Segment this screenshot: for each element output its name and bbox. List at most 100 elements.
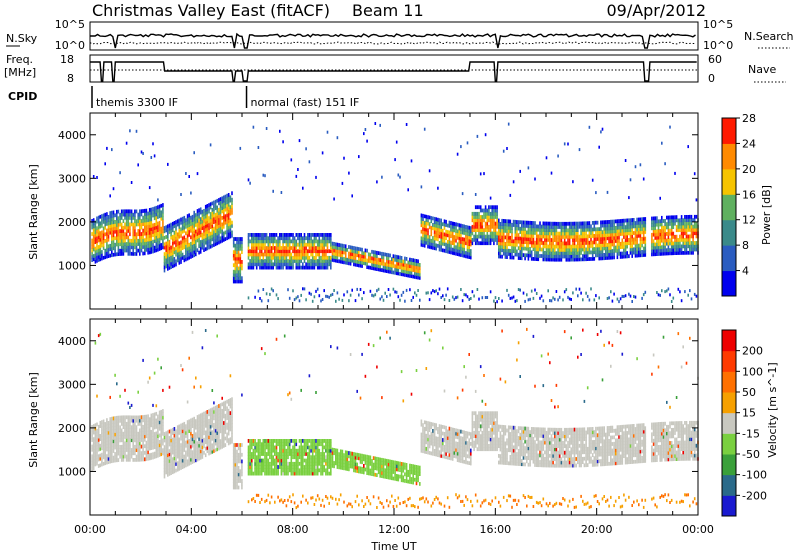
echo-cell: [481, 241, 484, 246]
echo-cell: [591, 234, 594, 238]
echo-cell: [364, 255, 367, 259]
echo-cell: [498, 254, 500, 259]
echo-cell: [419, 269, 421, 274]
echo-cell: [260, 233, 263, 237]
nsky-label: N.Sky: [6, 32, 38, 45]
echo-cell: [170, 471, 172, 475]
echo-cell: [618, 242, 620, 246]
echo-cell: [218, 224, 220, 228]
echo-cell: [526, 240, 528, 245]
echo-cell: [176, 461, 179, 466]
echo-cell: [346, 257, 349, 262]
echo-cell: [94, 439, 97, 444]
echo-cell: [101, 446, 103, 451]
echo-cell: [183, 215, 186, 220]
echo-cell: [437, 224, 439, 229]
echo-cell: [259, 246, 261, 250]
echo-cell: [160, 226, 162, 231]
echo-cell: [175, 445, 177, 450]
echo-cell: [282, 255, 284, 260]
echo-cell: [127, 448, 130, 452]
echo-cell: [422, 213, 424, 218]
echo-cell: [175, 243, 177, 247]
echo-cell: [325, 239, 327, 244]
echo-cell: [651, 242, 653, 247]
echo-cell: [443, 226, 446, 230]
echo-cell: [435, 236, 437, 241]
echo-cell: [555, 231, 558, 236]
echo-cell: [539, 237, 541, 242]
echo-cell: [111, 243, 113, 248]
echo-cell: [575, 228, 577, 232]
echo-cell: [639, 220, 642, 225]
echo-cell: [227, 225, 230, 230]
echo-cell: [145, 238, 148, 242]
echo-cell: [180, 446, 182, 451]
echo-cell: [162, 415, 164, 420]
echo-cell: [570, 225, 572, 229]
echo-cell: [125, 441, 128, 446]
echo-cell: [491, 205, 493, 210]
echo-cell: [313, 242, 316, 247]
echo-cell: [196, 222, 199, 226]
echo-cell: [386, 266, 388, 270]
echo-cell: [580, 234, 582, 239]
echo-cell: [227, 206, 230, 210]
echo-cell: [234, 256, 237, 261]
ground-scatter-cell: [300, 293, 302, 297]
echo-cell: [132, 222, 134, 227]
echo-cell: [129, 457, 131, 462]
scatter-cell: [601, 127, 604, 131]
echo-cell: [97, 438, 100, 442]
echo-cell: [186, 243, 189, 248]
echo-cell: [295, 246, 298, 250]
echo-cell: [481, 218, 484, 223]
echo-cell: [466, 235, 469, 239]
echo-cell: [479, 224, 482, 229]
echo-cell: [577, 228, 579, 232]
echo-cell: [550, 228, 553, 233]
echo-cell: [547, 238, 549, 242]
echo-cell: [255, 249, 258, 254]
echo-cell: [142, 215, 144, 220]
echo-cell: [134, 252, 136, 256]
echo-cell: [137, 451, 139, 456]
echo-cell: [628, 231, 630, 236]
echo-cell: [580, 251, 582, 255]
echo-cell: [595, 220, 597, 225]
echo-cell: [254, 252, 256, 257]
scatter-cell: [661, 141, 663, 145]
scatter-cell: [519, 169, 521, 173]
echo-cell: [616, 225, 619, 230]
echo-cell: [303, 255, 306, 260]
echo-cell: [539, 234, 541, 239]
echo-cell: [512, 255, 515, 260]
ground-scatter-cell: [481, 296, 484, 300]
echo-cell: [111, 233, 113, 238]
ground-scatter-cell: [511, 296, 513, 300]
echo-cell: [422, 233, 424, 238]
echo-cell: [157, 424, 159, 429]
echo-cell: [140, 212, 143, 217]
echo-cell: [209, 221, 212, 226]
scatter-cell: [252, 125, 255, 129]
echo-cell: [183, 421, 186, 426]
echo-cell: [216, 225, 218, 229]
echo-cell: [199, 416, 202, 421]
echo-cell: [560, 238, 563, 242]
echo-cell: [241, 246, 243, 251]
echo-cell: [483, 211, 485, 216]
echo-cell: [112, 419, 115, 424]
scatter-cell: [351, 194, 353, 198]
echo-cell: [488, 234, 490, 239]
echo-cell: [216, 215, 218, 220]
echo-cell: [234, 263, 237, 268]
echo-cell: [468, 245, 470, 250]
echo-cell: [209, 241, 212, 246]
cpid-row: CPID themis 3300 IF normal (fast) 151 IF: [8, 86, 359, 109]
echo-cell: [616, 248, 619, 253]
echo-cell: [267, 252, 270, 257]
echo-cell: [639, 240, 642, 245]
echo-cell: [585, 231, 587, 235]
echo-cell: [94, 246, 97, 251]
